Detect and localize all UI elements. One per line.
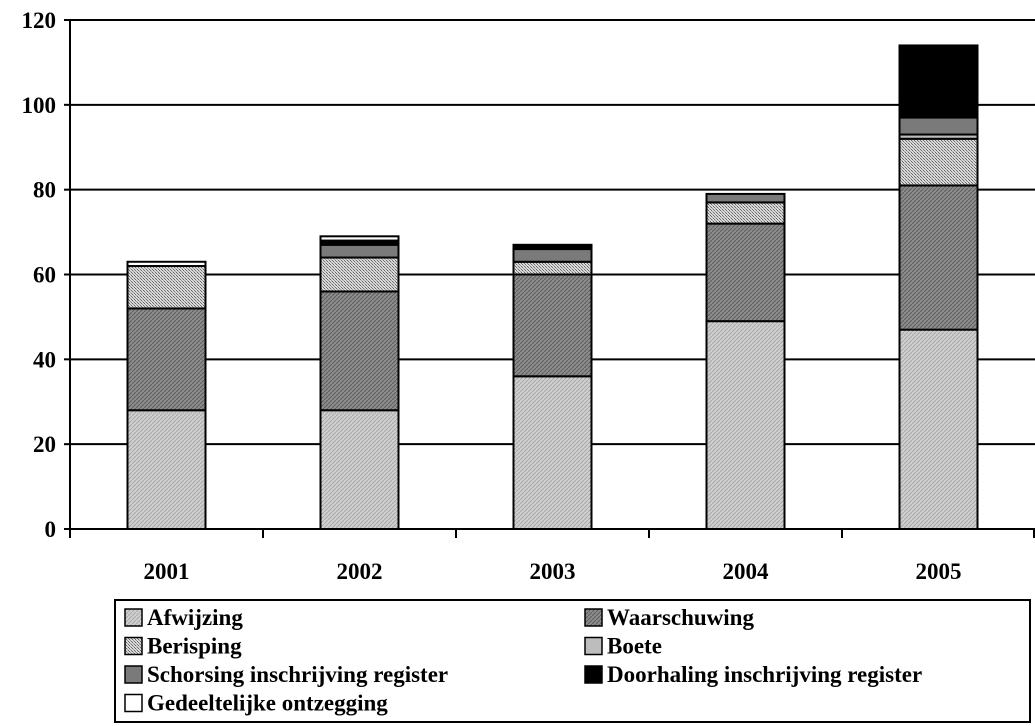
bar-2001-gedeeltelijke-ontzegging xyxy=(126,260,207,268)
bar-2003-waarschuwing xyxy=(512,273,593,378)
y-tick-label: 20 xyxy=(33,432,56,457)
bar-2002-afwijzing xyxy=(319,409,400,531)
legend-label-afwijzing: Afwijzing xyxy=(147,605,243,630)
legend-box xyxy=(114,599,1031,723)
bars xyxy=(126,44,979,531)
y-tick-label: 60 xyxy=(33,263,56,288)
legend-swatch-doorhaling-inschrijving-register xyxy=(584,665,603,684)
bar-2003-berisping xyxy=(512,260,593,276)
bar-2004-schorsing-inschrijving-register xyxy=(705,192,786,204)
bar-2002-berisping xyxy=(319,256,400,293)
legend-swatch-berisping xyxy=(124,636,143,656)
legend: Afwijzing Waarschuwing Berisping Boete Schor… xyxy=(114,599,1031,723)
legend-swatch-gedeeltelijke-ontzegging xyxy=(124,693,143,713)
x-tick-label: 2005 xyxy=(916,559,962,584)
bar-2005-waarschuwing xyxy=(898,184,979,331)
x-tick-label: 2003 xyxy=(530,559,576,584)
legend-label-boete: Boete xyxy=(607,634,662,659)
bar-2001-waarschuwing xyxy=(126,307,207,412)
y-tick-label: 0 xyxy=(45,517,57,542)
x-tick-label: 2001 xyxy=(144,559,190,584)
legend-swatch-waarschuwing xyxy=(584,608,603,627)
bar-2003-doorhaling-inschrijving-register xyxy=(512,243,593,251)
legend-label-waarschuwing: Waarschuwing xyxy=(607,605,754,630)
bar-2002-gedeeltelijke-ontzegging xyxy=(319,235,400,242)
legend-label-gedeeltelijke-ontzegging: Gedeeltelijke ontzegging xyxy=(147,691,388,716)
bar-2005-doorhaling-inschrijving-register xyxy=(898,44,979,119)
legend-swatch-schorsing-inschrijving-register xyxy=(124,665,143,684)
y-tick-label: 80 xyxy=(33,178,56,203)
bar-2005-berisping xyxy=(898,137,979,187)
legend-label-doorhaling-inschrijving-register: Doorhaling inschrijving register xyxy=(607,662,922,687)
legend-swatch-afwijzing xyxy=(124,608,143,627)
legend-label-schorsing-inschrijving-register: Schorsing inschrijving register xyxy=(147,662,448,687)
bar-2005-schorsing-inschrijving-register xyxy=(898,116,979,136)
x-tick-label: 2002 xyxy=(337,559,383,584)
axes: 0 20 40 60 80 100 120 2001 2002 2003 2004 2005 xyxy=(22,8,1035,584)
bar-2003-afwijzing xyxy=(512,375,593,530)
bar-2001-berisping xyxy=(126,265,207,310)
bar-2004-afwijzing xyxy=(705,320,786,530)
y-tick-label: 120 xyxy=(22,8,57,33)
legend-swatch-boete xyxy=(584,636,603,656)
bar-2002-waarschuwing xyxy=(319,290,400,412)
x-tick-label: 2004 xyxy=(723,559,770,584)
bar-2004-berisping xyxy=(705,201,786,225)
bar-2005-afwijzing xyxy=(898,328,979,530)
y-tick-label: 40 xyxy=(33,347,56,372)
bar-2001-afwijzing xyxy=(126,409,207,531)
bar-2004-waarschuwing xyxy=(705,222,786,323)
legend-label-berisping: Berisping xyxy=(147,634,242,659)
bar-2002-schorsing-inschrijving-register xyxy=(319,243,400,259)
bar-2003-schorsing-inschrijving-register xyxy=(512,248,593,263)
y-tick-label: 100 xyxy=(22,93,57,118)
